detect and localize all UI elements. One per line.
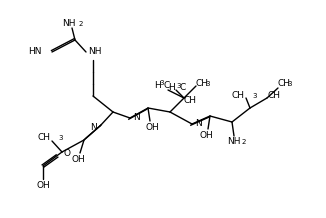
Text: N: N xyxy=(133,114,140,123)
Text: NH: NH xyxy=(88,48,101,56)
Text: H: H xyxy=(168,83,175,92)
Text: 2: 2 xyxy=(79,21,83,27)
Text: OH: OH xyxy=(145,123,159,131)
Text: HN: HN xyxy=(28,48,42,56)
Text: OH: OH xyxy=(36,181,50,189)
Text: 3: 3 xyxy=(287,81,291,87)
Text: OH: OH xyxy=(71,155,85,164)
Text: CH: CH xyxy=(196,80,209,89)
Text: 3: 3 xyxy=(58,135,63,141)
Text: C: C xyxy=(180,83,186,92)
Text: NH: NH xyxy=(62,19,76,29)
Text: OH: OH xyxy=(199,131,213,140)
Text: 3: 3 xyxy=(176,83,181,89)
Text: 3: 3 xyxy=(252,93,257,99)
Text: O: O xyxy=(63,148,70,157)
Text: C: C xyxy=(163,82,169,90)
Text: 2: 2 xyxy=(242,139,246,145)
Text: CH: CH xyxy=(268,92,281,100)
Text: 3: 3 xyxy=(205,81,210,87)
Text: 3: 3 xyxy=(159,80,164,86)
Text: CH: CH xyxy=(37,133,50,143)
Text: NH: NH xyxy=(227,138,241,146)
Text: H: H xyxy=(154,82,161,90)
Text: CH: CH xyxy=(184,97,197,106)
Text: N: N xyxy=(195,119,202,128)
Text: N: N xyxy=(90,123,97,131)
Text: CH: CH xyxy=(231,92,244,100)
Text: CH: CH xyxy=(278,80,291,89)
